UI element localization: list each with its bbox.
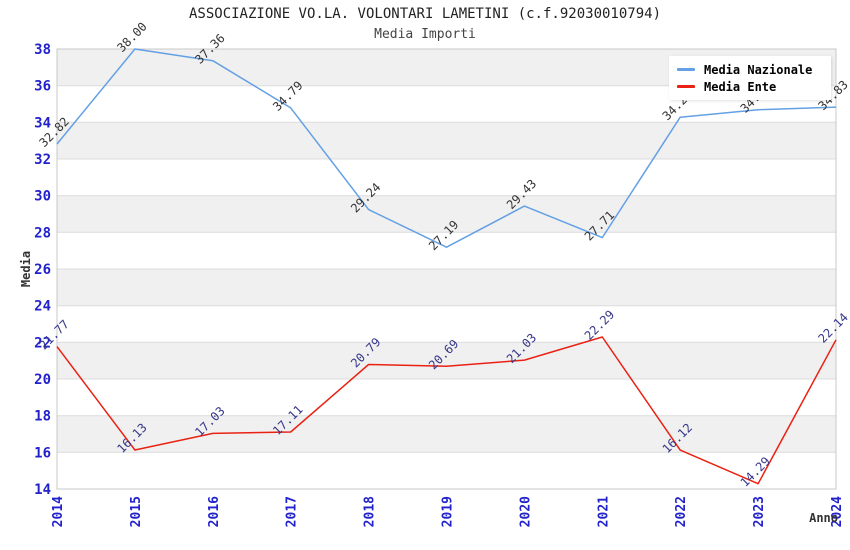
legend-line-sample-ente bbox=[677, 85, 695, 88]
chart-title: ASSOCIAZIONE VO.LA. VOLONTARI LAMETINI (… bbox=[188, 6, 661, 22]
plot-band bbox=[57, 269, 836, 306]
legend-label-nazionale: Media Nazionale bbox=[704, 62, 813, 77]
series-line-media-nazionale bbox=[56, 48, 837, 248]
x-tick-label: 2023 bbox=[752, 496, 767, 527]
y-tick-label: 24 bbox=[34, 299, 51, 315]
y-tick-label: 14 bbox=[34, 482, 51, 498]
legend-item-media-nazionale: Media Nazionale bbox=[677, 61, 823, 78]
x-axis-title: Anno bbox=[809, 511, 838, 525]
y-tick-label: 16 bbox=[34, 445, 51, 461]
x-tick-label: 2014 bbox=[51, 496, 66, 527]
y-axis-title: Media bbox=[19, 251, 33, 287]
y-tick-label: 36 bbox=[34, 79, 51, 95]
y-tick-label: 28 bbox=[34, 225, 51, 241]
plot-band bbox=[57, 122, 836, 159]
x-tick-label: 2024 bbox=[830, 496, 845, 527]
x-tick-label: 2015 bbox=[129, 496, 144, 527]
plot-band bbox=[57, 195, 836, 233]
y-tick-label: 22 bbox=[34, 335, 51, 351]
x-tick-label: 2016 bbox=[207, 496, 222, 527]
y-tick-label: 32 bbox=[34, 152, 51, 168]
y-tick-label: 20 bbox=[34, 372, 51, 388]
legend-line-sample-nazionale bbox=[677, 68, 695, 71]
legend-label-ente: Media Ente bbox=[704, 79, 777, 94]
point-label: 22.14 bbox=[815, 310, 850, 345]
plot-band bbox=[57, 342, 836, 379]
plot-border bbox=[56, 48, 837, 490]
y-tick-label: 18 bbox=[34, 409, 51, 425]
y-tick-label: 34 bbox=[34, 115, 51, 131]
y-tick-label: 26 bbox=[34, 262, 51, 278]
chart-legend: Media Nazionale Media Ente bbox=[669, 56, 831, 100]
x-tick-label: 2019 bbox=[441, 496, 456, 527]
x-tick-label: 2022 bbox=[674, 496, 689, 527]
x-tick-label: 2021 bbox=[596, 496, 611, 527]
point-label: 14.29 bbox=[738, 454, 773, 489]
y-tick-label: 38 bbox=[34, 42, 51, 58]
x-tick-label: 2017 bbox=[285, 496, 300, 527]
x-tick-label: 2018 bbox=[363, 496, 378, 527]
plot-band bbox=[57, 415, 836, 453]
series-line-media-ente bbox=[56, 336, 837, 485]
x-tick-label: 2020 bbox=[518, 496, 533, 527]
legend-item-media-ente: Media Ente bbox=[677, 78, 823, 95]
chart-subtitle: Media Importi bbox=[374, 27, 476, 42]
y-tick-label: 30 bbox=[34, 189, 51, 205]
